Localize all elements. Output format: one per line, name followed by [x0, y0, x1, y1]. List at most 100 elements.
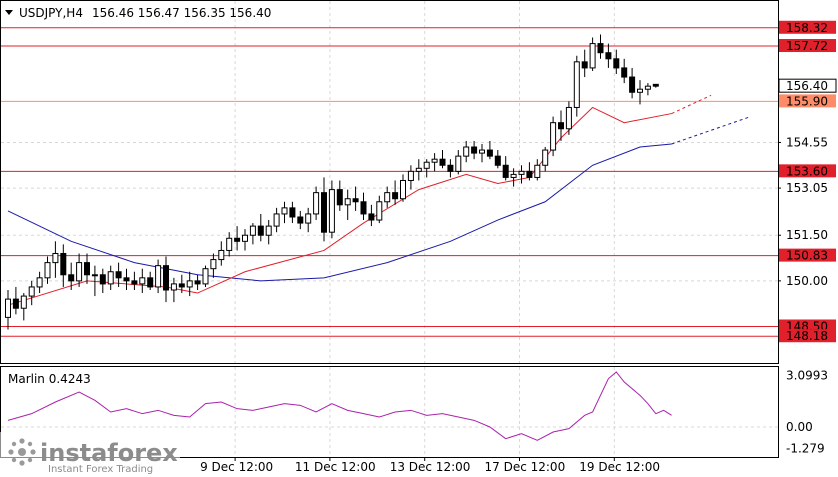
- level-tag: [779, 94, 836, 108]
- price-panel: [0, 0, 779, 364]
- candle-body: [328, 189, 335, 233]
- candle-body: [605, 52, 612, 60]
- candle-body: [139, 277, 146, 285]
- level-tag: [779, 39, 836, 53]
- indicator-tick-label: -1.279: [786, 441, 825, 455]
- candle-body: [447, 164, 454, 172]
- dropdown-triangle-icon[interactable]: [5, 10, 13, 15]
- x-tick-label: 11 Dec 12:00: [295, 460, 376, 474]
- candle-body: [52, 252, 59, 264]
- candle-body: [439, 158, 446, 166]
- candle-body: [297, 216, 304, 224]
- level-tag: [779, 329, 836, 343]
- candle-body: [76, 262, 83, 282]
- candle-body: [155, 265, 162, 288]
- candle-body: [652, 83, 659, 87]
- candle-body: [281, 207, 288, 215]
- candle-body: [621, 67, 628, 78]
- level-tag-label: 157.72: [786, 39, 828, 53]
- candle-body: [226, 237, 233, 251]
- fast-ma-projection: [671, 94, 712, 115]
- candle-body: [344, 198, 351, 206]
- candle-body: [321, 192, 327, 233]
- candle-body: [36, 277, 43, 288]
- candle-body: [147, 277, 154, 288]
- candle-body: [257, 225, 264, 236]
- candle-body: [91, 274, 98, 277]
- candle-body: [558, 122, 564, 130]
- current-price-label: 156.40: [786, 79, 828, 93]
- slow-ma-line: [7, 143, 672, 282]
- candle-body: [494, 155, 501, 166]
- candle-body: [273, 213, 280, 227]
- candle-body: [550, 122, 557, 151]
- symbol-label: USDJPY,H4: [19, 6, 83, 20]
- watermark-brand: instaforex: [40, 439, 178, 467]
- candles: [5, 34, 659, 330]
- candle-body: [431, 158, 438, 163]
- candle-body: [423, 161, 430, 169]
- indicator-axis: 3.0993 0.00 -1.279: [786, 368, 828, 455]
- candle-body: [534, 164, 541, 178]
- level-tag: [779, 164, 836, 178]
- instaforex-logo: [0, 432, 180, 477]
- candle-body: [249, 225, 256, 236]
- candle-body: [115, 271, 122, 279]
- candle-body: [44, 262, 51, 279]
- candle-body: [518, 170, 525, 175]
- candle-body: [107, 271, 114, 285]
- candle-body: [313, 192, 320, 215]
- indicator-label: Marlin 0.4243: [8, 372, 91, 386]
- grid: [1, 1, 778, 457]
- candle-body: [637, 88, 643, 93]
- candle-body: [613, 58, 620, 69]
- candle-body: [131, 280, 138, 285]
- candle-body: [60, 252, 67, 276]
- candle-body: [589, 43, 596, 69]
- oscillator: [1, 371, 778, 441]
- level-tag-label: 158.32: [786, 21, 828, 35]
- candle-body: [186, 280, 193, 288]
- candle-body: [289, 207, 296, 218]
- time-axis: 9 Dec 12:00 11 Dec 12:00 13 Dec 12:00 17 De…: [200, 458, 660, 474]
- candle-body: [5, 298, 11, 318]
- candle-body: [644, 85, 651, 90]
- candle-body: [305, 213, 312, 224]
- level-tag-label: 155.90: [786, 94, 828, 108]
- candle-body: [68, 274, 75, 282]
- candle-body: [178, 283, 185, 288]
- candle-body: [163, 265, 169, 291]
- indicator-tick-label: 3.0993: [786, 368, 828, 382]
- watermark-tagline: Instant Forex Trading: [48, 464, 153, 475]
- candle-body: [526, 170, 533, 178]
- x-tick-label: 9 Dec 12:00: [200, 460, 273, 474]
- slow-ma-projection: [671, 116, 751, 145]
- y-tick-label: 153.05: [786, 181, 828, 195]
- candle-body: [486, 149, 493, 157]
- candle-body: [415, 167, 422, 172]
- y-tick-label: 151.50: [786, 228, 828, 242]
- candle-body: [99, 274, 106, 285]
- x-tick-label: 13 Dec 12:00: [390, 460, 471, 474]
- current-price-tag: [778, 78, 837, 93]
- y-tick-label: 154.55: [786, 135, 828, 149]
- candle-body: [581, 61, 588, 69]
- level-tag-label: 153.60: [786, 164, 828, 178]
- level-tag: [779, 20, 836, 34]
- marlin-line: [7, 371, 672, 441]
- level-tag-label: 148.18: [786, 329, 828, 343]
- candle-body: [194, 280, 201, 285]
- candle-body: [12, 298, 19, 309]
- candle-body: [170, 283, 177, 291]
- candle-body: [84, 262, 90, 276]
- candle-body: [629, 76, 636, 93]
- x-tick-label: 17 Dec 12:00: [485, 460, 566, 474]
- candle-body: [352, 198, 359, 203]
- indicator-tick-label: 0.00: [786, 420, 813, 434]
- horizontal-levels: [1, 27, 778, 337]
- candle-body: [597, 43, 604, 54]
- level-tag: [779, 248, 836, 262]
- candle-body: [336, 189, 343, 206]
- candle-body: [384, 192, 391, 203]
